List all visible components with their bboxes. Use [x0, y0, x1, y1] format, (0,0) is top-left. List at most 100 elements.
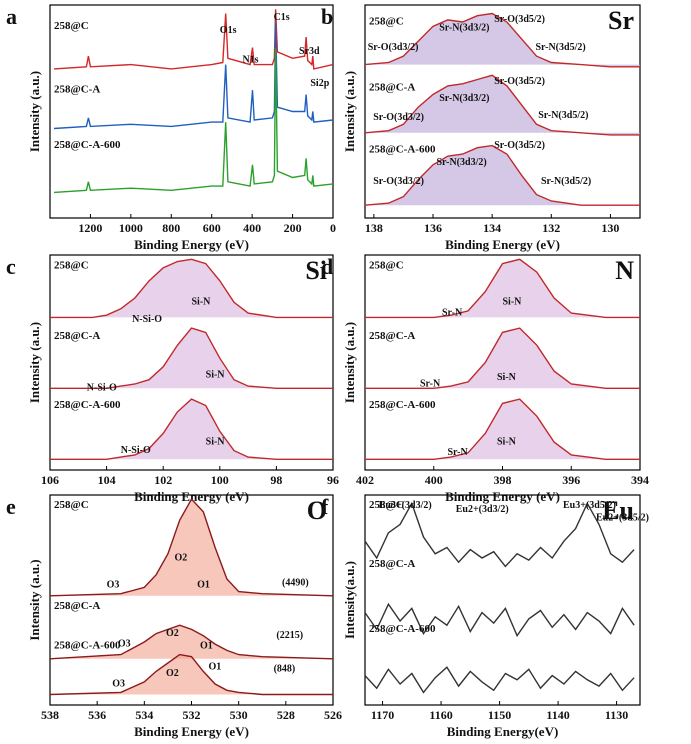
- x-tick-label: 528: [277, 708, 295, 722]
- peak-area: [50, 654, 333, 695]
- element-label: Eu: [602, 496, 634, 525]
- x-tick-label: 534: [135, 708, 153, 722]
- spectrum-line: [53, 9, 334, 70]
- spectrum-line: [364, 74, 640, 136]
- peak-annotation: Sr-O(3d5/2): [494, 140, 545, 151]
- sample-label: 258@C: [54, 259, 89, 271]
- sample-label: 258@C: [369, 16, 404, 28]
- peak-annotation: Eu3+(3d3/2): [379, 500, 432, 511]
- peak-annotation: N-Si-O: [87, 383, 117, 394]
- x-tick-label: 402: [356, 473, 374, 487]
- panel-letter: e: [6, 494, 16, 519]
- peak-annotation: (848): [274, 664, 296, 675]
- sample-label: 258@C: [369, 499, 404, 511]
- x-tick-label: 104: [98, 473, 116, 487]
- spectrum-line: [364, 666, 635, 694]
- peak-annotation: Si-N: [206, 436, 226, 447]
- y-axis-label: Intensity (a.u.): [342, 71, 357, 152]
- x-axis-label: Binding Energy (eV): [134, 237, 249, 252]
- peak-annotation: Si-N: [503, 297, 523, 308]
- peak-annotation: Si-N: [497, 372, 517, 383]
- y-axis-label: Intensity (a.u.): [27, 322, 42, 403]
- sample-label: 258@C: [54, 20, 89, 32]
- peak-annotation: N1s: [242, 55, 258, 66]
- plot-frame: [364, 494, 641, 706]
- panel-letter: a: [6, 4, 17, 29]
- panel-letter: b: [321, 4, 333, 29]
- peak-annotation: Sr-O(3d5/2): [494, 14, 545, 25]
- peak-annotation: Sr-O(3d5/2): [494, 76, 545, 87]
- peak-annotation: Sr-O(3d3/2): [373, 112, 424, 123]
- peak-annotation: Eu3+(3d5/2): [563, 500, 616, 511]
- element-label: O: [307, 496, 327, 525]
- peak-annotation: Sr-N: [420, 378, 441, 389]
- spectrum-line: [364, 12, 640, 68]
- peak-area: [50, 625, 333, 659]
- x-tick-label: 106: [41, 473, 59, 487]
- x-tick-label: 102: [154, 473, 172, 487]
- sample-label: 258@C-A-600: [54, 139, 121, 151]
- y-axis-label: Intensity (a.u.): [27, 71, 42, 152]
- peak-annotation: Eu2+(3d5/2): [596, 512, 649, 523]
- x-tick-label: 1140: [546, 708, 569, 722]
- peak-area: [365, 75, 640, 135]
- x-tick-label: 600: [203, 221, 221, 235]
- peak-annotation: Sr-N(3d5/2): [538, 110, 588, 121]
- sample-label: 258@C-A: [54, 84, 100, 96]
- element-label: N: [615, 256, 634, 285]
- panel-letter: c: [6, 254, 16, 279]
- spectrum-line: [365, 258, 640, 319]
- x-tick-label: 800: [162, 221, 180, 235]
- peak-area: [365, 399, 640, 460]
- peak-annotation: N-Si-O: [132, 314, 162, 325]
- x-tick-label: 134: [483, 221, 501, 235]
- spectrum-line: [50, 398, 333, 460]
- peak-annotation: Sr-N: [448, 447, 469, 458]
- plot-frame: [49, 4, 334, 219]
- peak-annotation: Sr-N(3d3/2): [439, 93, 489, 104]
- spectrum-line: [365, 327, 640, 389]
- x-tick-label: 1130: [605, 708, 628, 722]
- x-tick-label: 394: [631, 473, 649, 487]
- sample-label: 258@C: [54, 499, 89, 511]
- x-tick-label: 1000: [119, 221, 143, 235]
- peak-annotation: O3: [112, 678, 125, 689]
- element-label: Sr: [608, 6, 634, 35]
- x-tick-label: 138: [365, 221, 383, 235]
- x-tick-label: 130: [601, 221, 619, 235]
- spectrum-line: [49, 624, 334, 660]
- peak-area: [50, 259, 333, 318]
- spectrum-line: [364, 501, 635, 568]
- peak-annotation: Sr-N(3d3/2): [439, 23, 489, 34]
- peak-annotation: Eu2+(3d3/2): [456, 504, 509, 515]
- peak-annotation: Si-N: [192, 297, 212, 308]
- x-tick-label: 1170: [371, 708, 394, 722]
- peak-annotation: Sr-O(3d3/2): [373, 176, 424, 187]
- x-tick-label: 538: [41, 708, 59, 722]
- element-label: Si: [305, 256, 327, 285]
- x-axis-label: Binding Energy(eV): [447, 724, 559, 739]
- sample-label: 258@C-A-600: [54, 640, 121, 652]
- peak-annotation: Si2p: [310, 78, 329, 89]
- spectrum-line: [50, 327, 333, 389]
- peak-annotation: Sr-N(3d3/2): [437, 157, 487, 168]
- peak-annotation: Sr-N(3d5/2): [541, 176, 591, 187]
- sample-label: 258@C-A-600: [369, 399, 436, 411]
- spectrum-line: [364, 144, 640, 206]
- peak-area: [365, 328, 640, 389]
- x-tick-label: 400: [425, 473, 443, 487]
- x-axis-label: Binding Energy (eV): [134, 489, 249, 504]
- sample-label: 258@C-A: [369, 82, 415, 94]
- sample-label: 258@C-A-600: [369, 623, 436, 635]
- sample-label: 258@C-A-600: [369, 143, 436, 155]
- x-tick-label: 100: [211, 473, 229, 487]
- peak-annotation: O3: [107, 580, 120, 591]
- peak-annotation: O1s: [220, 25, 237, 36]
- x-axis-label: Binding Energy (eV): [445, 489, 560, 504]
- sample-label: 258@C: [369, 259, 404, 271]
- panel-letter: d: [321, 254, 333, 279]
- spectrum-line: [50, 258, 333, 319]
- plot-frame: [364, 4, 641, 219]
- sample-label: 258@C-A: [54, 330, 100, 342]
- peak-area: [50, 399, 333, 460]
